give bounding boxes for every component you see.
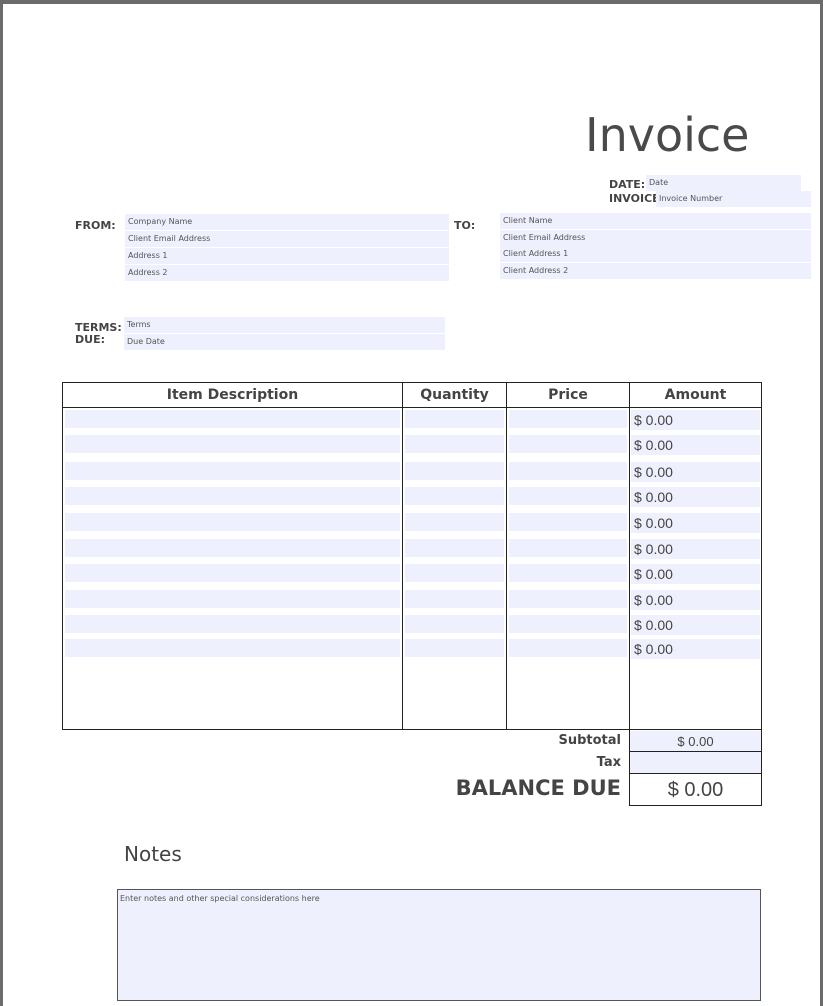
date-field[interactable]: Date [646,175,801,191]
due-label: DUE: [75,333,105,346]
invoice-title: Invoice [585,108,750,162]
item-cell[interactable] [509,462,627,480]
subtotal-label: Subtotal [558,733,621,748]
to-label: TO: [454,219,476,232]
item-cell[interactable] [405,590,504,608]
item-cell[interactable] [405,539,504,557]
item-cell[interactable] [509,615,627,633]
item-cell[interactable] [405,564,504,582]
amount-value: $ 0.00 [634,489,673,505]
amount-value: $ 0.00 [634,592,673,608]
tax-label: Tax [596,755,621,770]
amount-value: $ 0.00 [634,541,673,557]
table-border [629,805,762,806]
item-cell[interactable] [65,410,400,428]
amount-cell [631,539,760,559]
balance-due-value: $ 0.00 [667,779,724,801]
amount-value: $ 0.00 [634,412,673,428]
from-label: FROM: [75,219,116,232]
item-cell[interactable] [509,639,627,657]
table-border [62,382,63,730]
item-cell[interactable] [65,539,400,557]
amount-cell [631,435,760,455]
item-cell[interactable] [405,435,504,453]
item-cell[interactable] [509,410,627,428]
item-cell[interactable] [405,410,504,428]
item-cell[interactable] [405,615,504,633]
to-field[interactable]: Client Email Address [500,229,811,246]
column-header: Quantity [420,387,489,403]
item-cell[interactable] [65,487,400,505]
tax-field[interactable] [630,752,761,773]
amount-cell [631,615,760,635]
item-cell[interactable] [65,639,400,657]
item-cell[interactable] [509,487,627,505]
invoice-label: INVOICE [609,192,660,205]
item-cell[interactable] [65,615,400,633]
due-date-field[interactable]: Due Date [124,334,445,350]
table-border [402,382,403,730]
to-field[interactable]: Client Name [500,213,811,229]
column-header: Price [548,387,588,403]
amount-value: $ 0.00 [634,515,673,531]
item-cell[interactable] [65,590,400,608]
from-field[interactable]: Company Name [125,214,449,230]
item-cell[interactable] [405,462,504,480]
balance-due-label: BALANCE DUE [455,776,621,800]
notes-title: Notes [124,842,182,866]
item-cell[interactable] [65,462,400,480]
amount-value: $ 0.00 [634,464,673,480]
item-cell[interactable] [509,513,627,531]
table-border [62,407,762,408]
subtotal-field [630,731,761,751]
amount-value: $ 0.00 [634,617,673,633]
item-cell[interactable] [65,513,400,531]
amount-cell [631,487,760,507]
terms-field[interactable]: Terms [124,317,445,333]
item-cell[interactable] [509,435,627,453]
date-label: DATE: [609,178,646,191]
table-border [506,382,507,730]
to-field[interactable]: Client Address 2 [500,262,811,279]
from-field[interactable]: Client Email Address [125,231,449,247]
item-cell[interactable] [405,639,504,657]
amount-cell [631,564,760,584]
item-cell[interactable] [65,564,400,582]
item-cell[interactable] [509,590,627,608]
terms-label: TERMS: [75,321,122,334]
amount-value: $ 0.00 [634,641,673,657]
subtotal-value: $ 0.00 [677,734,714,749]
column-header: Item Description [166,387,299,403]
amount-value: $ 0.00 [634,437,673,453]
table-border [62,729,762,730]
amount-value: $ 0.00 [634,566,673,582]
item-cell[interactable] [405,513,504,531]
amount-cell [631,639,760,659]
invoice-number-field[interactable]: Invoice Number [656,191,811,207]
table-border [761,382,762,806]
table-border [629,751,762,752]
item-cell[interactable] [405,487,504,505]
item-cell[interactable] [509,539,627,557]
table-border [62,382,762,383]
item-cell[interactable] [509,564,627,582]
notes-field[interactable]: Enter notes and other special considerat… [117,889,761,1001]
amount-cell [631,462,760,482]
amount-cell [631,590,760,610]
invoice-page: Invoice DATE: Date INVOICE Invoice Numbe… [3,4,820,1006]
from-field[interactable]: Address 2 [125,265,449,281]
to-field[interactable]: Client Address 1 [500,246,811,262]
amount-cell [631,410,760,430]
table-border [629,773,762,774]
table-border [629,382,630,806]
item-cell[interactable] [65,435,400,453]
amount-cell [631,513,760,533]
column-header: Amount [664,387,727,403]
from-field[interactable]: Address 1 [125,248,449,264]
